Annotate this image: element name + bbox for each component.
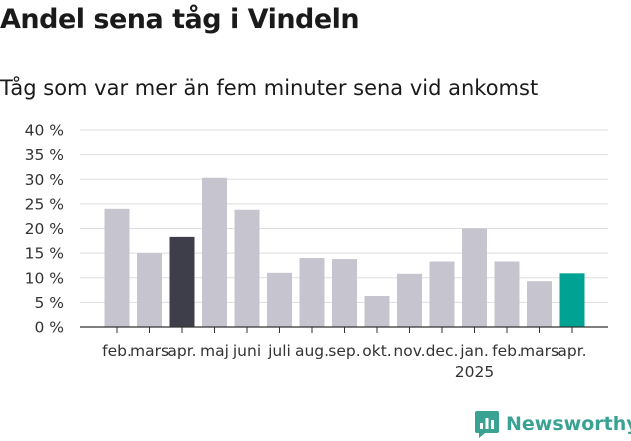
x-tick-label: jan. (459, 342, 489, 360)
bar (202, 177, 227, 327)
x-tick-label: mars (130, 342, 169, 360)
bar (429, 261, 455, 327)
x-tick-label: okt. (362, 342, 391, 360)
chart-title: Andel sena tåg i Vindeln (0, 4, 360, 35)
x-tick-label: nov. (393, 342, 425, 360)
y-tick-label: 15 % (25, 245, 64, 263)
bar (527, 281, 552, 327)
y-axis-tick-labels: 0 % 5 % 10 % 15 % 20 % 25 % 30 % 35 % 40 % (25, 122, 64, 337)
bar (364, 295, 390, 327)
x-axis (80, 326, 608, 333)
grid-lines (80, 129, 608, 303)
y-tick-label: 5 % (34, 294, 64, 312)
y-tick-label: 40 % (25, 122, 64, 140)
x-tick-label: apr. (557, 342, 586, 360)
y-tick-label: 0 % (34, 319, 64, 337)
bar (559, 273, 585, 327)
x-tick-label: sep. (328, 342, 360, 360)
bar (332, 259, 357, 327)
y-tick-label: 35 % (25, 146, 64, 164)
x-tick-label: feb. (102, 342, 132, 360)
y-tick-label: 20 % (25, 220, 64, 238)
x-tick-label: juli (267, 342, 291, 360)
x-tick-label: aug. (295, 342, 329, 360)
x-tick-label: mars (520, 342, 559, 360)
x-tick-label: dec. (426, 342, 459, 360)
y-tick-label: 30 % (25, 171, 64, 189)
newsworthy-brand: Newsworthy (474, 407, 631, 441)
bars (104, 177, 585, 327)
y-tick-label: 25 % (25, 195, 64, 213)
bar (494, 261, 520, 327)
x-tick-label: apr. (167, 342, 196, 360)
bar (397, 273, 422, 327)
bar (267, 272, 292, 327)
bar (104, 208, 130, 327)
y-tick-label: 10 % (25, 269, 64, 287)
bar (234, 209, 260, 327)
brand-name: Newsworthy (506, 413, 631, 435)
x-tick-label: juni (232, 342, 261, 360)
bar (462, 228, 487, 327)
bar (169, 236, 195, 327)
chart-subtitle: Tåg som var mer än fem minuter sena vid … (0, 76, 539, 100)
bar-chart: 0 %5 %10 %15 %20 %25 %30 %35 %40 % feb.m… (25, 122, 608, 381)
x-tick-label: feb. (492, 342, 522, 360)
x-tick-label: maj (200, 342, 229, 360)
newsworthy-logo-icon (475, 411, 499, 438)
bar (137, 253, 162, 327)
bar (299, 258, 325, 327)
x-year-label: 2025 (455, 363, 494, 381)
